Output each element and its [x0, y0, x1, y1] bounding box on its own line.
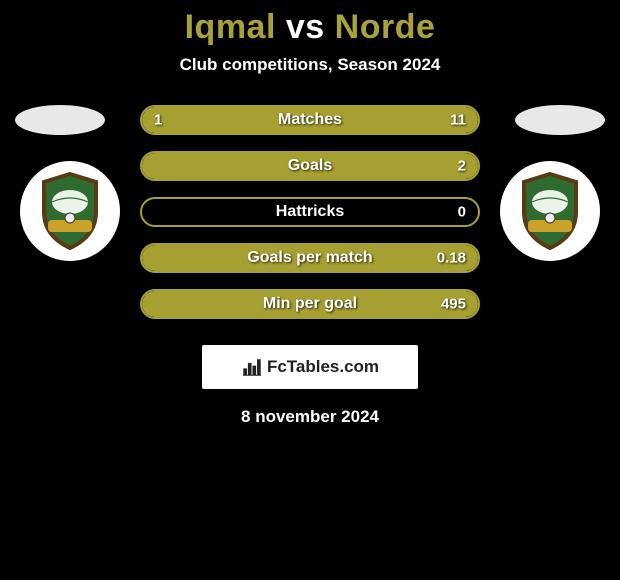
- stat-bar-label: Goals: [288, 157, 332, 175]
- stat-bar-right-value: 11: [450, 112, 466, 129]
- player2-marker-ellipse: [515, 105, 605, 135]
- title-vs: vs: [286, 8, 325, 46]
- page-title: Iqmal vs Norde: [0, 0, 620, 47]
- player1-crest: [20, 161, 120, 261]
- stat-bar: Goals per match 0.18: [140, 243, 480, 273]
- stat-bar: Hattricks 0: [140, 197, 480, 227]
- stat-bar-label: Matches: [278, 111, 342, 129]
- stat-bars: Matches111Goals2Hattricks0Goals per matc…: [140, 105, 480, 319]
- shield-icon: [518, 172, 582, 250]
- stat-bar-right-value: 2: [458, 158, 466, 175]
- brand-panel: FcTables.com: [202, 345, 418, 389]
- stat-bar-left-value: 1: [154, 112, 162, 129]
- title-player2: Norde: [335, 8, 436, 46]
- subtitle: Club competitions, Season 2024: [0, 55, 620, 75]
- stat-bar-right-value: 0: [458, 204, 466, 221]
- stat-bar: Min per goal 495: [140, 289, 480, 319]
- stat-bar: Matches111: [140, 105, 480, 135]
- stat-bar-right-value: 495: [441, 296, 466, 313]
- stat-bar-right-value: 0.18: [437, 250, 466, 267]
- title-player1: Iqmal: [185, 8, 276, 46]
- brand-text: FcTables.com: [267, 357, 379, 377]
- stat-bar-label: Hattricks: [276, 203, 344, 221]
- player2-crest: [500, 161, 600, 261]
- bar-chart-icon: [241, 356, 263, 378]
- stat-bar-label: Min per goal: [263, 295, 357, 313]
- comparison-area: Matches111Goals2Hattricks0Goals per matc…: [0, 105, 620, 427]
- shield-icon: [38, 172, 102, 250]
- stat-bar: Goals 2: [140, 151, 480, 181]
- player1-marker-ellipse: [15, 105, 105, 135]
- stat-bar-label: Goals per match: [247, 249, 372, 267]
- date-label: 8 november 2024: [0, 407, 620, 427]
